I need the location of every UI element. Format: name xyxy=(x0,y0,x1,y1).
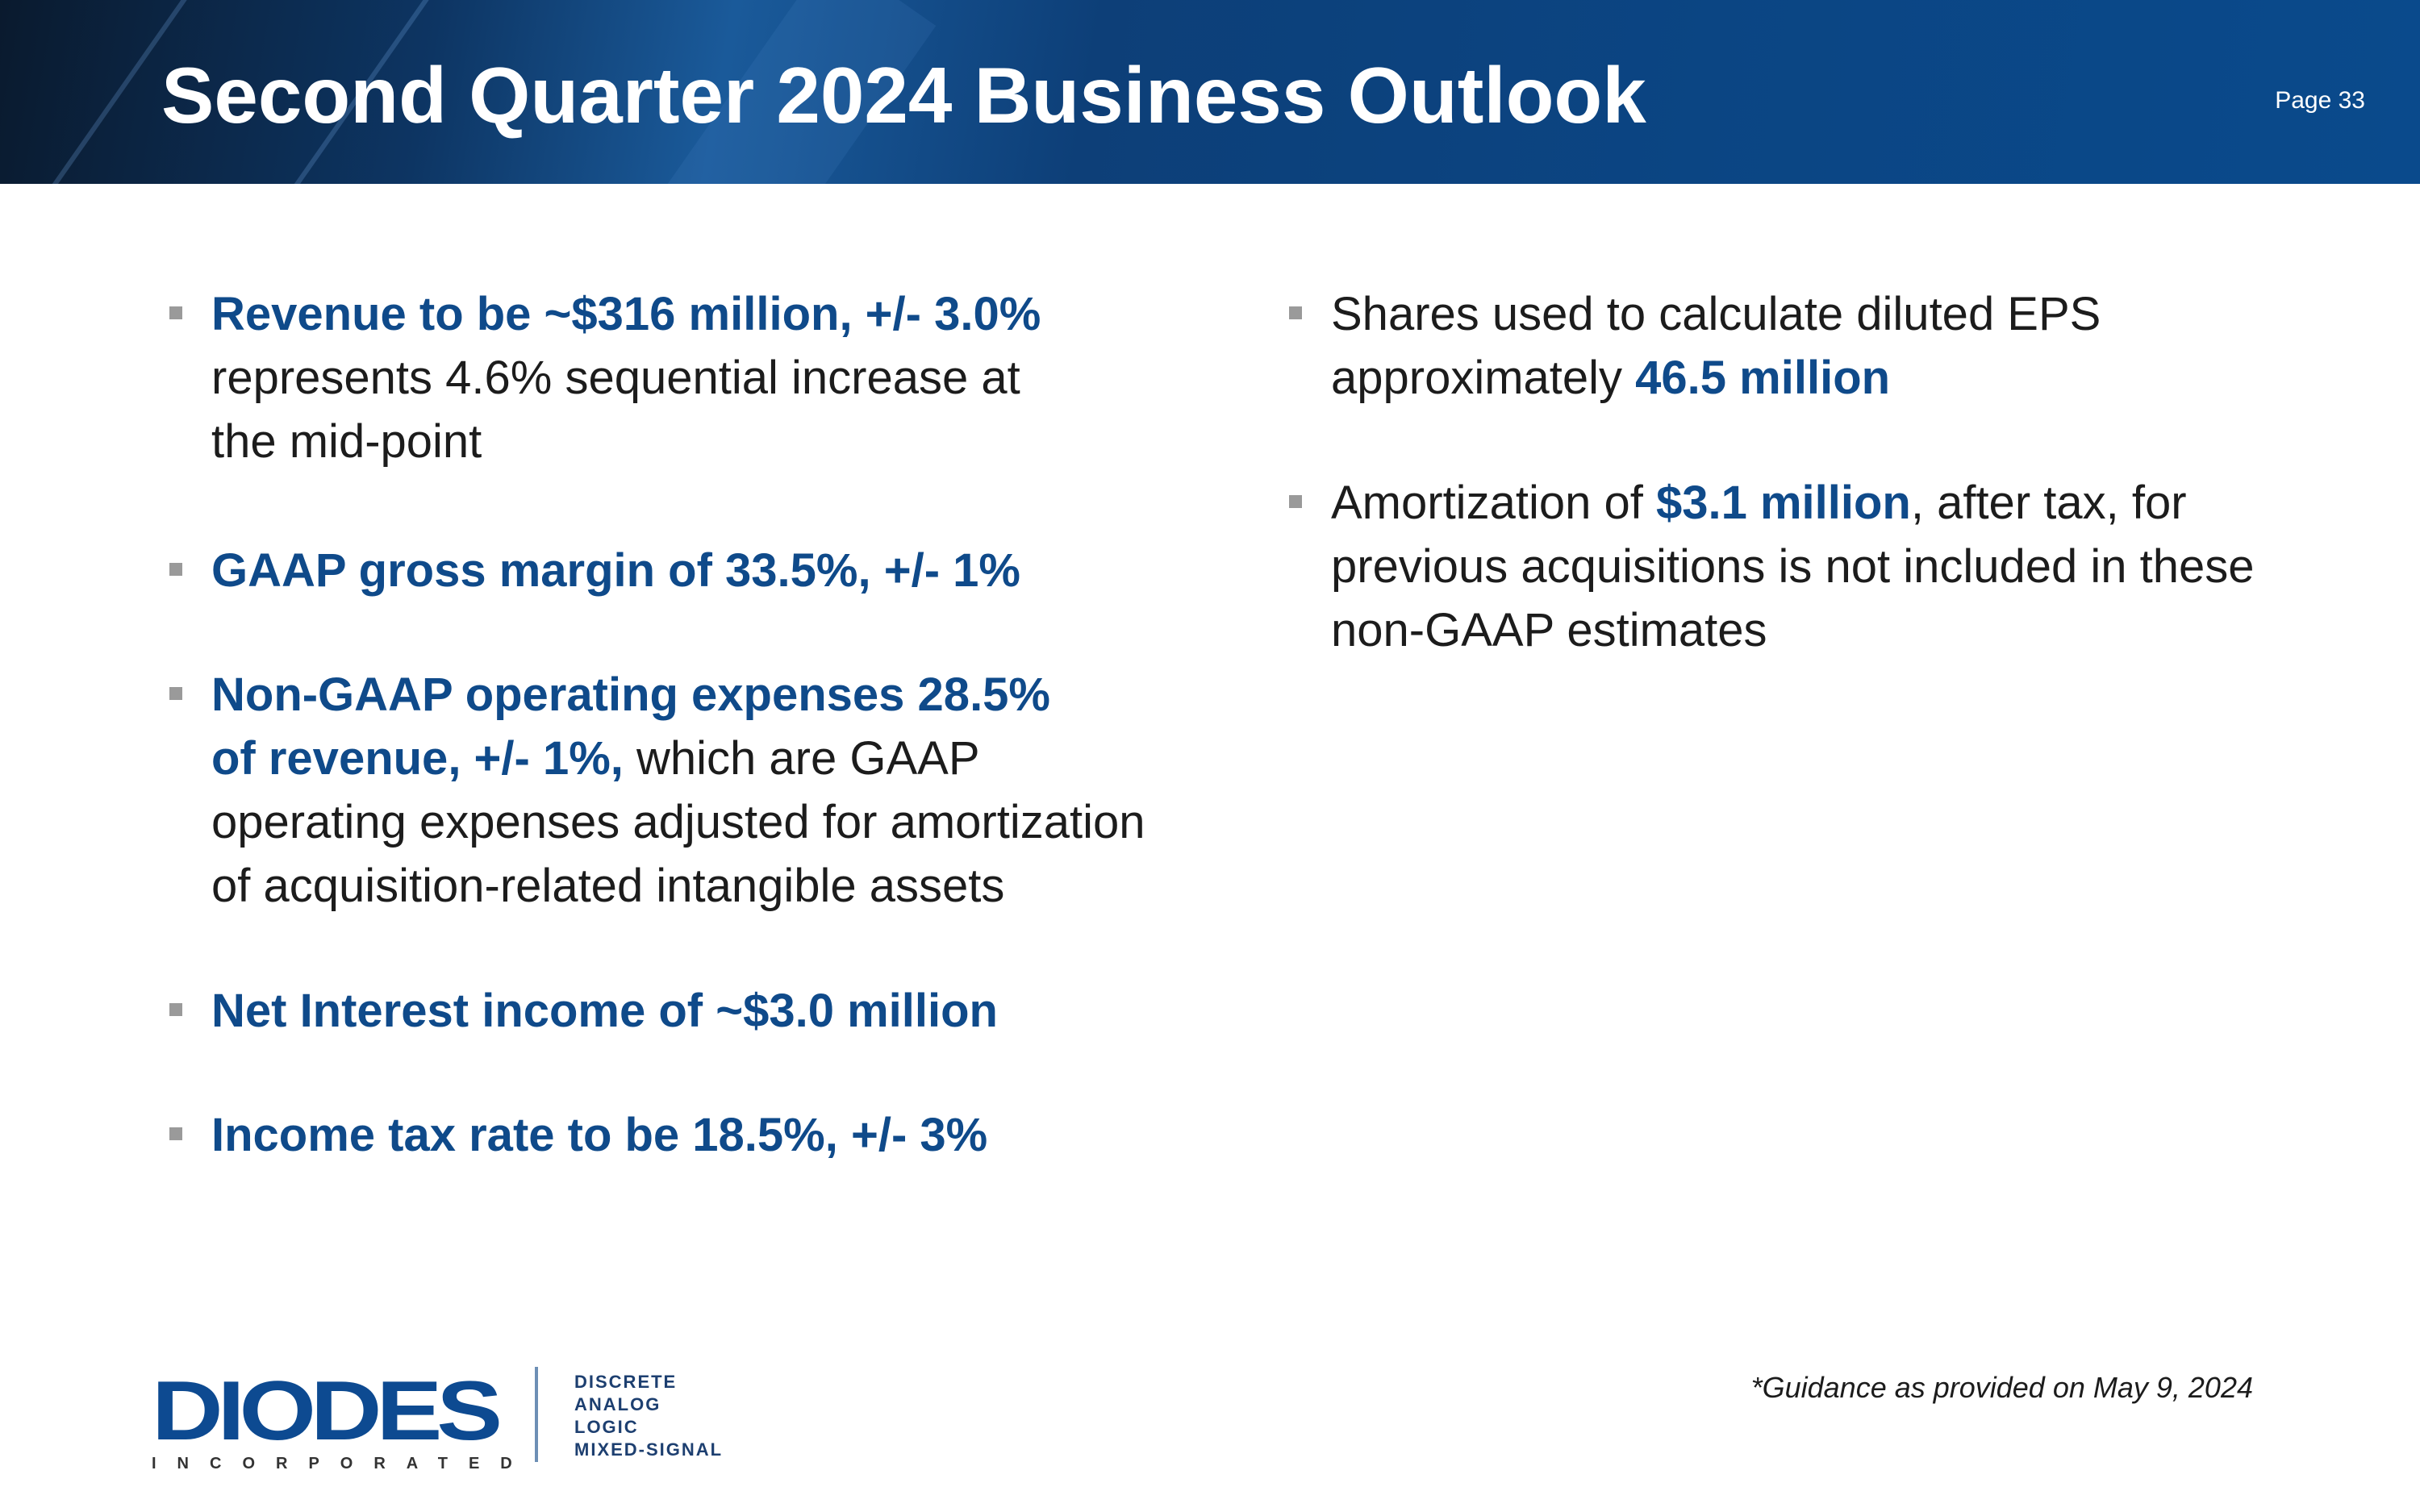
bullet-text: which are GAAP xyxy=(623,732,980,785)
slide-header: Second Quarter 2024 Business Outlook Pag… xyxy=(0,0,2420,184)
bullet-tax: Income tax rate to be 18.5%, +/- 3% xyxy=(169,1103,988,1167)
logo-tag: ANALOG xyxy=(574,1394,661,1414)
bullet-text: , after tax, for xyxy=(1910,477,2187,529)
bullet-square-icon xyxy=(169,687,182,700)
logo-wordmark: DIODES xyxy=(152,1364,503,1458)
bullet-square-icon xyxy=(1289,306,1302,319)
bullet-opex: Non-GAAP operating expenses 28.5% of rev… xyxy=(169,663,1145,918)
bullet-text: Net Interest income of ~$3.0 million xyxy=(211,985,998,1037)
bullet-text: operating expenses adjusted for amortiza… xyxy=(211,796,1145,848)
slide-title: Second Quarter 2024 Business Outlook xyxy=(161,51,1646,140)
logo-tag: MIXED-SIGNAL xyxy=(574,1439,724,1460)
bullet-text: Revenue to be ~$316 million, +/- 3.0% xyxy=(211,288,1041,340)
bullet-shares: Shares used to calculate diluted EPS app… xyxy=(1289,282,2101,410)
logo-tag: DISCRETE xyxy=(574,1372,678,1392)
logo-tag: LOGIC xyxy=(574,1417,639,1437)
page-number: Page 33 xyxy=(2275,87,2365,114)
bullet-gross-margin: GAAP gross margin of 33.5%, +/- 1% xyxy=(169,539,1020,602)
bullet-square-icon xyxy=(169,1003,182,1016)
bullet-text: GAAP gross margin of 33.5%, +/- 1% xyxy=(211,544,1020,597)
bullet-text: of revenue, +/- 1%, xyxy=(211,732,624,785)
bullet-interest: Net Interest income of ~$3.0 million xyxy=(169,979,998,1043)
bullet-text: Shares used to calculate diluted EPS xyxy=(1331,288,2101,340)
bullet-text: represents 4.6% sequential increase at xyxy=(211,352,1020,404)
bullet-square-icon xyxy=(169,306,182,319)
bullet-square-icon xyxy=(169,563,182,576)
logo-divider xyxy=(535,1367,538,1462)
bullet-amortization: Amortization of $3.1 million, after tax,… xyxy=(1289,471,2255,662)
bullet-text: previous acquisitions is not included in… xyxy=(1331,540,2255,593)
bullet-square-icon xyxy=(1289,495,1302,508)
logo-tags: DISCRETE ANALOG LOGIC MIXED-SIGNAL xyxy=(574,1371,723,1461)
bullet-text: Income tax rate to be 18.5%, +/- 3% xyxy=(211,1109,988,1161)
bullet-text: non-GAAP estimates xyxy=(1331,604,1767,656)
bullet-text: $3.1 million xyxy=(1655,477,1911,529)
footnote: *Guidance as provided on May 9, 2024 xyxy=(1750,1371,2253,1404)
bullet-text: of acquisition-related intangible assets xyxy=(211,860,1005,912)
bullet-square-icon xyxy=(169,1127,182,1140)
bullet-text: 46.5 million xyxy=(1635,352,1891,404)
bullet-text: Amortization of xyxy=(1331,477,1656,529)
bullet-text: approximately xyxy=(1331,352,1636,404)
diodes-logo: DIODES INCORPORATED xyxy=(152,1369,533,1473)
bullet-revenue: Revenue to be ~$316 million, +/- 3.0% re… xyxy=(169,282,1041,473)
bullet-text: the mid-point xyxy=(211,415,482,468)
bullet-text: Non-GAAP operating expenses 28.5% xyxy=(211,669,1051,721)
logo-subtitle: INCORPORATED xyxy=(152,1455,533,1472)
